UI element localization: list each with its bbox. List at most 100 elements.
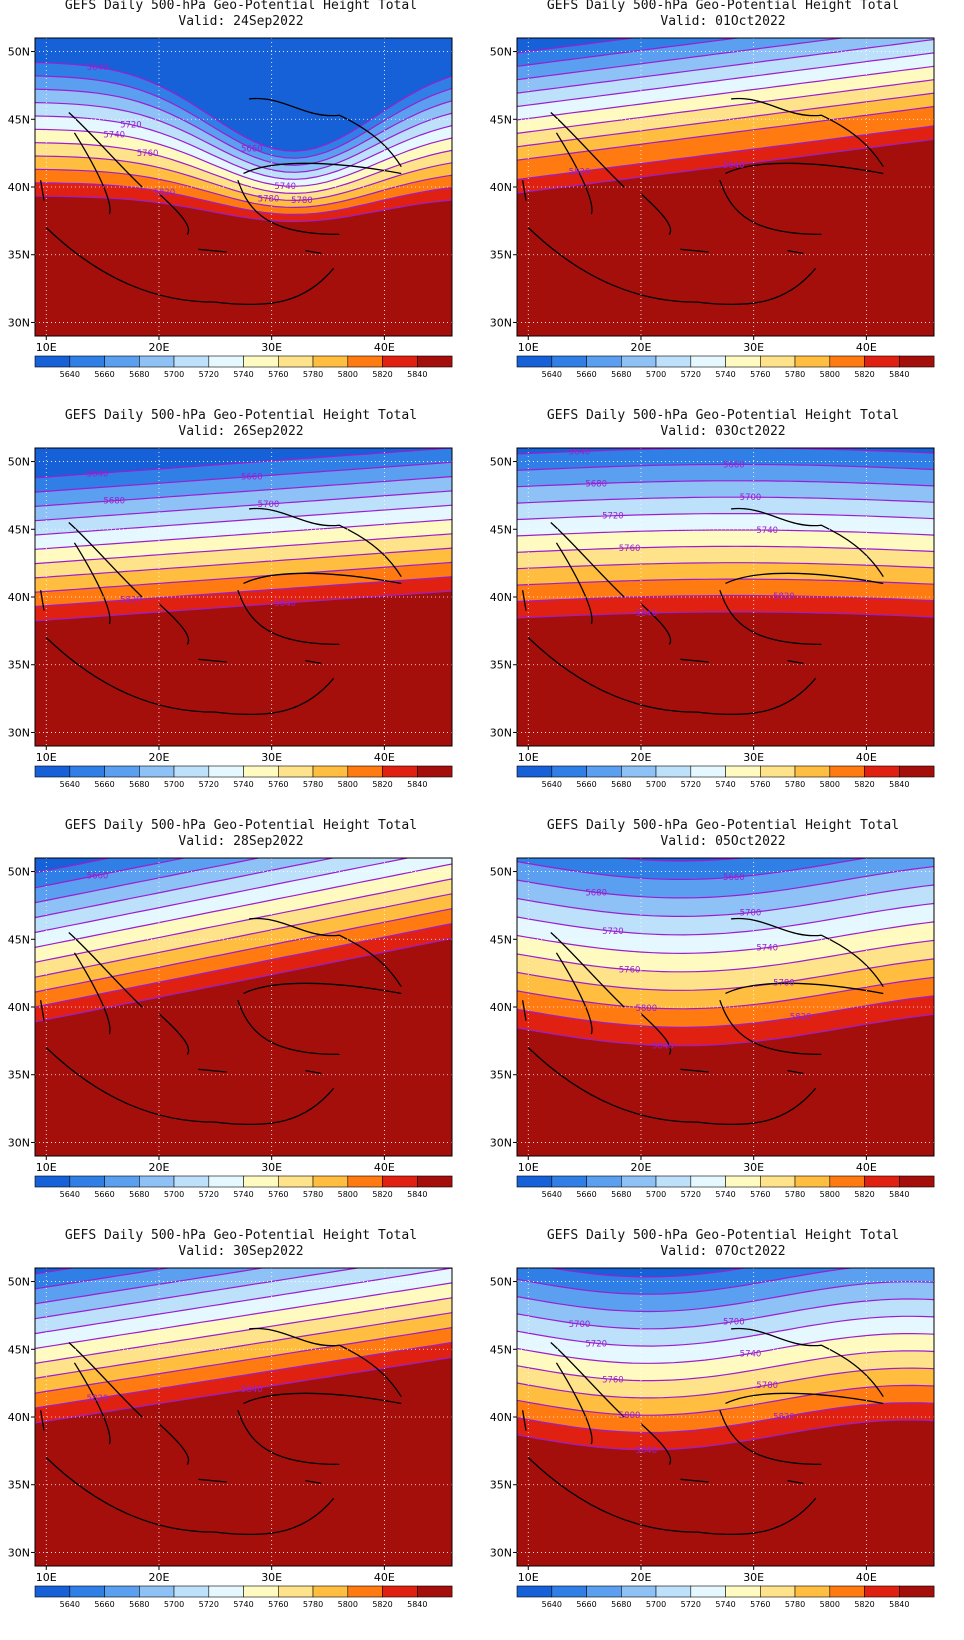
contour-label: 5820 <box>773 1413 795 1423</box>
contour-line <box>517 1333 934 1364</box>
contour-label: 5820 <box>773 592 795 602</box>
colorbar-label: 5840 <box>407 1600 427 1609</box>
height-band <box>517 858 934 861</box>
lat-tick-label: 35N <box>490 659 512 672</box>
lon-tick-label: 30E <box>743 341 764 354</box>
colorbar-swatch <box>104 1585 140 1598</box>
colorbar-swatch <box>34 765 71 778</box>
map-svg: 5640 5660 5680 5700 5820 5840 50N 45N 40N 35N 30N 1… <box>8 447 453 789</box>
colorbar-label: 5820 <box>854 370 874 379</box>
lat-tick-label: 50N <box>490 866 512 879</box>
colorbar-swatch <box>243 1585 279 1598</box>
contour-label: 5720 <box>602 927 624 937</box>
colorbar-label: 5780 <box>785 370 805 379</box>
contour-label: 5820 <box>87 1394 109 1404</box>
contour-label: 5820 <box>790 1013 812 1023</box>
panel-valid-date: Valid: 03Oct2022 <box>660 424 786 439</box>
contour-label: 5660 <box>723 873 745 883</box>
colorbar-swatch <box>312 355 349 368</box>
colorbar-swatch <box>382 765 418 778</box>
colorbar-label: 5800 <box>338 1190 358 1199</box>
lon-tick-label: 10E <box>36 1161 57 1174</box>
map-panel-05Oct2022: GEFS Daily 500-hPa Geo-Potential Height … <box>482 812 964 1222</box>
colorbar-label: 5700 <box>164 780 184 789</box>
colorbar-label: 5820 <box>854 1600 874 1609</box>
colorbar-swatch <box>864 1585 900 1598</box>
contour-line <box>35 168 452 209</box>
contour-label: 5760 <box>602 1375 624 1385</box>
colorbar-label: 5760 <box>268 1600 288 1609</box>
colorbar-swatch <box>243 355 279 368</box>
contour-label: 5820 <box>569 168 591 178</box>
colorbar-label: 5840 <box>889 370 909 379</box>
colorbar-label: 5760 <box>750 780 770 789</box>
panel-valid-date: Valid: 05Oct2022 <box>660 834 786 849</box>
colorbar-swatch <box>277 355 314 368</box>
colorbar-swatch <box>794 765 831 778</box>
lat-tick-label: 30N <box>490 316 512 329</box>
contour-line <box>35 858 113 874</box>
colorbar-label: 5840 <box>407 370 427 379</box>
colorbar-label: 5740 <box>233 780 253 789</box>
colorbar-label: 5740 <box>715 780 735 789</box>
contour-label: 5840 <box>241 1385 263 1395</box>
colorbar-swatch <box>416 1585 453 1598</box>
contour-line <box>517 939 934 973</box>
height-band <box>517 38 934 67</box>
contour-line <box>517 463 934 471</box>
colorbar-swatch <box>69 355 105 368</box>
colorbar-label: 5780 <box>303 370 323 379</box>
contour-label: 5640 <box>87 63 109 73</box>
colorbar-label: 5680 <box>611 1600 631 1609</box>
colorbar-swatch <box>277 765 314 778</box>
contour-line <box>35 1312 452 1379</box>
colorbar-swatch <box>382 355 418 368</box>
colorbar-swatch <box>34 1175 71 1188</box>
colorbar-swatch <box>347 765 383 778</box>
colorbar-swatch <box>690 355 726 368</box>
colorbar-label: 5820 <box>372 370 392 379</box>
colorbar-swatch <box>725 1585 761 1598</box>
contour-line <box>517 38 742 67</box>
contour-line <box>35 128 452 187</box>
lon-tick-label: 10E <box>36 341 57 354</box>
contour-label: 5800 <box>619 1411 641 1421</box>
colorbar-label: 5680 <box>611 370 631 379</box>
panel-valid-date: Valid: 28Sep2022 <box>178 834 304 849</box>
lat-tick-label: 50N <box>8 866 30 879</box>
colorbar-swatch <box>104 355 140 368</box>
coastline <box>39 1327 402 1536</box>
colorbar-label: 5700 <box>164 370 184 379</box>
colorbar-swatch <box>416 1175 453 1188</box>
colorbar-swatch <box>898 1585 935 1598</box>
colorbar-label: 5740 <box>233 370 253 379</box>
contour-line <box>517 995 934 1028</box>
colorbar-label: 5760 <box>268 1190 288 1199</box>
contour-line <box>517 79 934 134</box>
colorbar-label: 5640 <box>542 370 562 379</box>
contour-label: 5740 <box>740 1350 762 1360</box>
lat-tick-label: 40N <box>8 1411 30 1424</box>
lat-tick-label: 30N <box>490 1136 512 1149</box>
colorbar-swatch <box>347 355 383 368</box>
contour-line <box>35 590 452 622</box>
colorbar-label: 5640 <box>542 780 562 789</box>
contour-label: 5760 <box>619 966 641 976</box>
colorbar-label: 5800 <box>820 370 840 379</box>
contour-line <box>613 858 749 862</box>
contour-line <box>517 1013 934 1047</box>
colorbar-label: 5760 <box>268 370 288 379</box>
colorbar-label: 5760 <box>750 1600 770 1609</box>
contour-label: 5640 <box>569 447 591 457</box>
contour-label: 5680 <box>585 480 607 490</box>
contour-line <box>517 1281 934 1313</box>
map-panel-03Oct2022: GEFS Daily 500-hPa Geo-Potential Height … <box>482 402 964 812</box>
contour-line <box>35 518 452 550</box>
contour-line <box>35 858 411 934</box>
panel-valid-date: Valid: 30Sep2022 <box>178 1244 304 1259</box>
lat-tick-label: 45N <box>8 113 30 126</box>
colorbar-swatch <box>104 765 140 778</box>
contour-line <box>517 1367 934 1399</box>
colorbar-label: 5640 <box>542 1600 562 1609</box>
colorbar-swatch <box>516 355 553 368</box>
